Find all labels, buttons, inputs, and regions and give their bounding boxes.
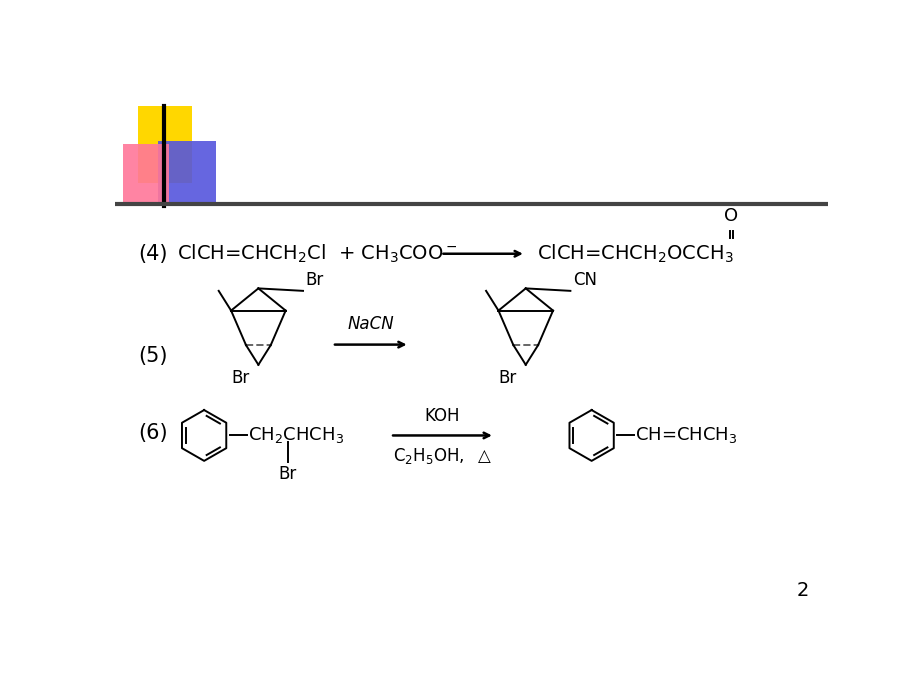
Text: O: O [723, 207, 737, 225]
Text: C$_2$H$_5$OH,  $\triangle$: C$_2$H$_5$OH, $\triangle$ [392, 446, 492, 466]
Text: (5): (5) [138, 346, 167, 366]
Text: Br: Br [305, 270, 323, 288]
Bar [122, 144, 169, 202]
Text: CN: CN [573, 270, 596, 288]
Text: ClCH=CHCH$_2$Cl  + CH$_3$COO$^-$: ClCH=CHCH$_2$Cl + CH$_3$COO$^-$ [176, 243, 457, 265]
Text: (4): (4) [138, 244, 167, 264]
Text: Br: Br [231, 368, 249, 386]
Text: CH=CHCH$_3$: CH=CHCH$_3$ [634, 426, 737, 446]
Bar [157, 141, 216, 202]
Text: 2: 2 [795, 581, 808, 600]
Text: Br: Br [498, 368, 516, 386]
Text: Br: Br [278, 465, 297, 483]
Bar [138, 106, 192, 183]
Text: KOH: KOH [425, 406, 460, 424]
Text: ClCH=CHCH$_2$OCCH$_3$: ClCH=CHCH$_2$OCCH$_3$ [537, 243, 733, 265]
Text: (6): (6) [138, 423, 167, 443]
Text: CH$_2$CHCH$_3$: CH$_2$CHCH$_3$ [247, 426, 344, 446]
Text: NaCN: NaCN [347, 315, 393, 333]
